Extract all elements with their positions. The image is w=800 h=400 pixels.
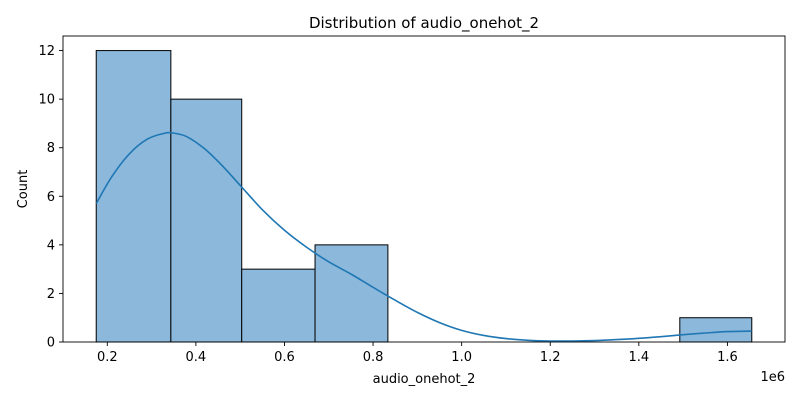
x-tick-label: 1.2 — [540, 350, 561, 365]
y-tick-label: 8 — [47, 141, 55, 156]
x-axis-label: audio_onehot_2 — [373, 372, 476, 387]
x-tick-label: 1.4 — [628, 350, 649, 365]
x-axis: 0.2 0.4 0.6 0.8 1.0 1.2 1.4 1.6 — [97, 342, 738, 365]
x-tick-label: 0.2 — [97, 350, 118, 365]
chart-title: Distribution of audio_onehot_2 — [309, 14, 539, 33]
y-tick-label: 2 — [47, 287, 55, 302]
y-axis-label: Count — [16, 170, 31, 209]
x-axis-offset-label: 1e6 — [760, 370, 785, 385]
x-tick-label: 0.6 — [274, 350, 295, 365]
histogram-bar — [95, 50, 172, 343]
x-tick-label: 1.6 — [717, 350, 738, 365]
histogram-bar — [241, 268, 316, 343]
y-axis: 0 2 4 6 8 10 12 — [38, 44, 63, 351]
y-tick-label: 12 — [38, 44, 55, 59]
y-tick-label: 4 — [47, 238, 55, 253]
x-tick-label: 0.8 — [363, 350, 384, 365]
y-tick-label: 0 — [47, 336, 55, 351]
kde-curve — [95, 131, 752, 342]
x-tick-label: 1.0 — [451, 350, 472, 365]
x-tick-label: 0.4 — [186, 350, 207, 365]
histogram-bar — [679, 317, 753, 343]
plot-frame — [62, 35, 786, 343]
y-tick-label: 6 — [47, 190, 55, 205]
y-tick-label: 10 — [38, 93, 55, 108]
histogram-bars — [95, 50, 753, 343]
histogram-bar — [170, 98, 243, 343]
